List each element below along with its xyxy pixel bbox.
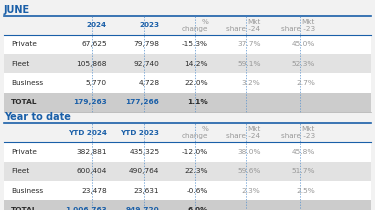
Text: 23,631: 23,631 [134, 188, 159, 194]
Text: 490,764: 490,764 [129, 168, 159, 174]
Text: 435,325: 435,325 [129, 149, 159, 155]
Text: 2023: 2023 [140, 22, 159, 28]
Text: 37.7%: 37.7% [237, 41, 261, 47]
Text: 4,728: 4,728 [138, 80, 159, 86]
Text: 2024: 2024 [87, 22, 107, 28]
Text: %
change: % change [182, 126, 208, 139]
Text: Year to date: Year to date [4, 112, 70, 122]
Text: 1,006,763: 1,006,763 [65, 207, 107, 210]
Text: -12.0%: -12.0% [182, 149, 208, 155]
Bar [4, 162, 371, 181]
Text: Mkt
share -24: Mkt share -24 [226, 126, 261, 139]
Text: 949,720: 949,720 [126, 207, 159, 210]
Bar [4, 142, 371, 162]
Text: TOTAL: TOTAL [11, 207, 38, 210]
Text: -0.6%: -0.6% [187, 188, 208, 194]
Text: 105,868: 105,868 [76, 61, 107, 67]
Text: 22.0%: 22.0% [184, 80, 208, 86]
Text: 1.1%: 1.1% [188, 99, 208, 105]
Text: 92,740: 92,740 [134, 61, 159, 67]
Text: 6.0%: 6.0% [188, 207, 208, 210]
Bar [4, 35, 371, 54]
Text: 59.6%: 59.6% [237, 168, 261, 174]
Text: 22.3%: 22.3% [184, 168, 208, 174]
Bar [4, 73, 371, 93]
Text: Mkt
share -24: Mkt share -24 [226, 19, 261, 32]
Text: 2.5%: 2.5% [296, 188, 315, 194]
Text: 52.3%: 52.3% [292, 61, 315, 67]
Text: 3.2%: 3.2% [242, 80, 261, 86]
Text: 177,266: 177,266 [126, 99, 159, 105]
Text: TOTAL: TOTAL [11, 99, 38, 105]
Text: 23,478: 23,478 [81, 188, 107, 194]
Text: 2.3%: 2.3% [242, 188, 261, 194]
Text: 59.1%: 59.1% [237, 61, 261, 67]
Text: 51.7%: 51.7% [291, 168, 315, 174]
Text: 79,798: 79,798 [134, 41, 159, 47]
Text: 45.0%: 45.0% [292, 41, 315, 47]
Text: Mkt
share -23: Mkt share -23 [281, 19, 315, 32]
Bar [4, 200, 371, 210]
Bar [4, 181, 371, 200]
Bar [4, 93, 371, 112]
Text: 45.8%: 45.8% [292, 149, 315, 155]
Text: Private: Private [11, 149, 37, 155]
Text: 382,881: 382,881 [76, 149, 107, 155]
Text: Business: Business [11, 80, 44, 86]
Text: %
change: % change [182, 19, 208, 32]
Text: Private: Private [11, 41, 37, 47]
Text: -15.3%: -15.3% [182, 41, 208, 47]
Text: Fleet: Fleet [11, 61, 30, 67]
Text: Mkt
share -23: Mkt share -23 [281, 126, 315, 139]
Text: 179,263: 179,263 [73, 99, 107, 105]
Text: YTD 2023: YTD 2023 [120, 130, 159, 136]
Text: 600,404: 600,404 [76, 168, 107, 174]
Text: 2.7%: 2.7% [296, 80, 315, 86]
Text: 14.2%: 14.2% [184, 61, 208, 67]
Text: YTD 2024: YTD 2024 [68, 130, 107, 136]
Text: Fleet: Fleet [11, 168, 30, 174]
Text: 38.0%: 38.0% [237, 149, 261, 155]
Text: 5,770: 5,770 [86, 80, 107, 86]
Text: Business: Business [11, 188, 44, 194]
Text: 67,625: 67,625 [81, 41, 107, 47]
Bar [4, 54, 371, 73]
Text: JUNE: JUNE [4, 5, 30, 15]
